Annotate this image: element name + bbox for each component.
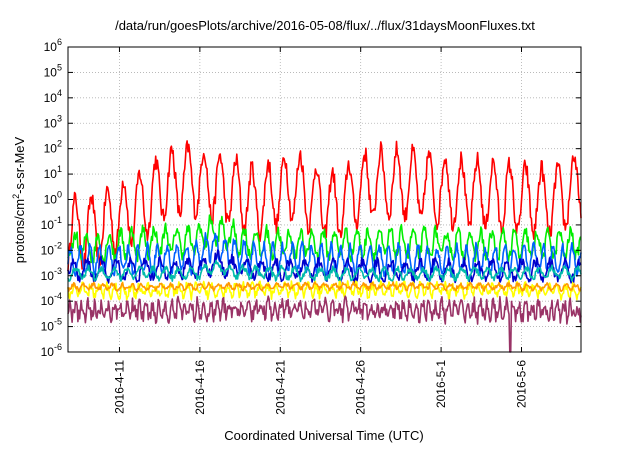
y-axis-label: protons/cm2-s-sr-MeV xyxy=(11,136,27,263)
x-tick-label: 2016-4-26 xyxy=(354,360,368,415)
chart-title: /data/run/goesPlots/archive/2016-05-08/f… xyxy=(115,18,535,33)
y-tick-label: 103 xyxy=(44,113,62,130)
y-tick-label: 10-1 xyxy=(41,215,62,232)
x-tick-label: 2016-4-11 xyxy=(112,360,126,414)
series-line xyxy=(67,279,582,301)
series-line xyxy=(67,259,582,283)
x-axis-label: Coordinated Universal Time (UTC) xyxy=(224,428,423,443)
y-tick-label: 100 xyxy=(44,190,62,207)
y-tick-label: 101 xyxy=(44,164,62,181)
x-tick-label: 2016-5-6 xyxy=(514,360,528,408)
y-tick-label: 106 xyxy=(44,37,62,54)
x-axis: 2016-4-11 2016-4-16 2016-4-21 2016-4-26 2016… xyxy=(112,47,528,415)
y-tick-label: 10-2 xyxy=(41,240,62,257)
y-tick-label: 10-4 xyxy=(41,291,62,308)
x-tick-label: 2016-4-21 xyxy=(273,360,287,415)
y-tick-label: 10-6 xyxy=(41,342,62,359)
y-label-superscript: 2 xyxy=(11,194,21,199)
x-tick-label: 2016-5-1 xyxy=(434,360,448,408)
y-tick-label: 10-3 xyxy=(41,266,62,283)
x-tick-label: 2016-4-16 xyxy=(193,360,207,415)
y-tick-label: 104 xyxy=(44,88,62,105)
y-tick-label: 10-5 xyxy=(41,317,62,334)
series-line xyxy=(67,295,582,353)
y-tick-label: 102 xyxy=(44,139,62,156)
y-label-part-2: -s-sr-MeV xyxy=(12,136,27,193)
series-line xyxy=(67,280,582,293)
series-line xyxy=(67,140,582,272)
series-line xyxy=(67,232,582,279)
y-axis: 10-6 10-5 10-4 10-3 10-2 10-1 100 101 102 103 104 1… xyxy=(41,37,581,359)
y-label-part-1: protons/cm xyxy=(12,199,27,263)
y-tick-label: 105 xyxy=(44,62,62,79)
series-layer xyxy=(67,140,582,353)
